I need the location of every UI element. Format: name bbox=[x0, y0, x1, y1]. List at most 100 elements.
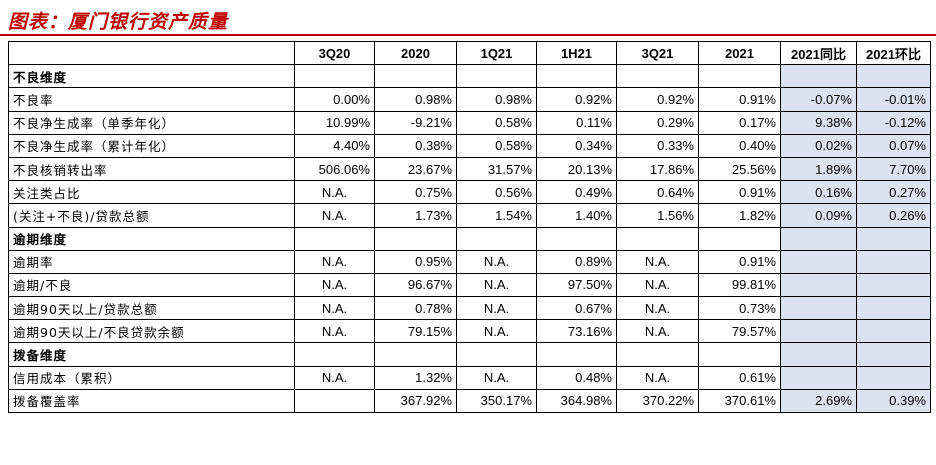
value-cell: 0.17% bbox=[698, 110, 781, 135]
value-cell: 370.61% bbox=[698, 388, 781, 414]
empty-cell bbox=[374, 64, 457, 89]
row-label: 不良净生成率（单季年化） bbox=[8, 110, 295, 135]
row-label: 逾期90天以上/贷款总额 bbox=[8, 296, 295, 321]
value-cell: 0.78% bbox=[374, 296, 457, 321]
section-row: 不良维度 bbox=[8, 64, 931, 89]
value-cell: N.A. bbox=[616, 365, 699, 390]
value-cell: N.A. bbox=[456, 249, 537, 274]
value-cell: -0.07% bbox=[780, 87, 857, 112]
table-row: 拨备覆盖率 367.92% 350.17% 364.98% 370.22% 370.61%… bbox=[8, 388, 931, 414]
value-cell: 25.56% bbox=[698, 156, 781, 182]
value-cell: -0.01% bbox=[856, 87, 931, 112]
value-cell: 1.89% bbox=[780, 156, 857, 182]
empty-cell bbox=[374, 342, 457, 367]
value-cell: 1.54% bbox=[456, 203, 537, 228]
value-cell: 0.92% bbox=[536, 87, 617, 112]
value-cell: 9.38% bbox=[780, 110, 857, 135]
column-header: 2021环比 bbox=[856, 40, 931, 66]
column-header: 3Q20 bbox=[294, 40, 375, 66]
row-label: 拨备覆盖率 bbox=[8, 388, 295, 414]
value-cell: 0.75% bbox=[374, 180, 457, 205]
value-cell: 1.40% bbox=[536, 203, 617, 228]
value-cell bbox=[780, 319, 857, 344]
empty-cell bbox=[780, 342, 857, 367]
value-cell: N.A. bbox=[294, 203, 375, 228]
value-cell: 0.95% bbox=[374, 249, 457, 274]
value-cell bbox=[856, 272, 931, 298]
empty-cell bbox=[456, 226, 537, 251]
value-cell: 364.98% bbox=[536, 388, 617, 414]
value-cell: 0.91% bbox=[698, 180, 781, 205]
row-label: 逾期/不良 bbox=[8, 272, 295, 298]
section-row: 逾期维度 bbox=[8, 226, 931, 251]
value-cell: 1.56% bbox=[616, 203, 699, 228]
empty-cell bbox=[536, 64, 617, 89]
value-cell: 4.40% bbox=[294, 133, 375, 158]
value-cell: 0.98% bbox=[374, 87, 457, 112]
value-cell: 0.48% bbox=[536, 365, 617, 390]
column-header: 1H21 bbox=[536, 40, 617, 66]
value-cell bbox=[780, 249, 857, 274]
row-label: 关注类占比 bbox=[8, 180, 295, 205]
value-cell: N.A. bbox=[294, 365, 375, 390]
title-divider bbox=[0, 34, 936, 36]
empty-cell bbox=[856, 226, 931, 251]
value-cell: 0.98% bbox=[456, 87, 537, 112]
value-cell: 0.11% bbox=[536, 110, 617, 135]
table-row: 关注类占比 N.A. 0.75% 0.56% 0.49% 0.64% 0.91% 0.16% 0… bbox=[8, 180, 931, 205]
value-cell bbox=[780, 365, 857, 390]
table-row: (关注+不良)/贷款总额 N.A. 1.73% 1.54% 1.40% 1.56% 1.82… bbox=[8, 203, 931, 228]
empty-cell bbox=[294, 64, 375, 89]
value-cell: 23.67% bbox=[374, 156, 457, 182]
value-cell: -0.12% bbox=[856, 110, 931, 135]
value-cell: 17.86% bbox=[616, 156, 699, 182]
page-title: 图表：厦门银行资产质量 bbox=[8, 11, 229, 33]
value-cell: 0.89% bbox=[536, 249, 617, 274]
value-cell: N.A. bbox=[456, 365, 537, 390]
empty-cell bbox=[616, 226, 699, 251]
empty-cell bbox=[780, 226, 857, 251]
value-cell: 1.73% bbox=[374, 203, 457, 228]
value-cell: N.A. bbox=[456, 272, 537, 298]
empty-cell bbox=[616, 342, 699, 367]
value-cell: N.A. bbox=[616, 319, 699, 344]
column-header: 1Q21 bbox=[456, 40, 537, 66]
value-cell: 0.09% bbox=[780, 203, 857, 228]
table-row: 逾期90天以上/贷款总额 N.A. 0.78% N.A. 0.67% N.A. 0.73% bbox=[8, 296, 931, 321]
table-row: 逾期90天以上/不良贷款余额 N.A. 79.15% N.A. 73.16% N.A. 79… bbox=[8, 319, 931, 344]
value-cell: N.A. bbox=[616, 272, 699, 298]
empty-cell bbox=[294, 342, 375, 367]
row-label: 不良率 bbox=[8, 87, 295, 112]
table-row: 不良核销转出率 506.06% 23.67% 31.57% 20.13% 17.86% 25… bbox=[8, 156, 931, 182]
value-cell bbox=[294, 388, 375, 414]
value-cell: 0.61% bbox=[698, 365, 781, 390]
value-cell: N.A. bbox=[616, 296, 699, 321]
table-row: 逾期/不良 N.A. 96.67% N.A. 97.50% N.A. 99.81% bbox=[8, 272, 931, 298]
empty-cell bbox=[456, 64, 537, 89]
value-cell: 79.15% bbox=[374, 319, 457, 344]
table-row: 不良净生成率（累计年化） 4.40% 0.38% 0.58% 0.34% 0.33% 0.4… bbox=[8, 133, 931, 158]
empty-cell bbox=[856, 64, 931, 89]
value-cell: 0.16% bbox=[780, 180, 857, 205]
title-bar: 图表：厦门银行资产质量 bbox=[0, 0, 936, 36]
value-cell: 0.07% bbox=[856, 133, 931, 158]
empty-cell bbox=[698, 226, 781, 251]
empty-cell bbox=[698, 342, 781, 367]
table-body: 不良维度 不良率 0.00% 0.98% 0.98% 0.92% 0.92% 0.91% -0.… bbox=[8, 64, 931, 414]
table-row: 不良净生成率（单季年化） 10.99% -9.21% 0.58% 0.11% 0.29% 0… bbox=[8, 110, 931, 135]
value-cell: 0.92% bbox=[616, 87, 699, 112]
asset-quality-table: 3Q20 2020 1Q21 1H21 3Q21 2021 2021同比 2021环比 不良维… bbox=[8, 40, 931, 414]
value-cell: 1.32% bbox=[374, 365, 457, 390]
value-cell bbox=[780, 296, 857, 321]
row-label: 信用成本（累积） bbox=[8, 365, 295, 390]
section-label: 不良维度 bbox=[8, 64, 295, 89]
header-label-cell bbox=[8, 40, 295, 66]
value-cell: 506.06% bbox=[294, 156, 375, 182]
empty-cell bbox=[698, 64, 781, 89]
value-cell: 7.70% bbox=[856, 156, 931, 182]
empty-cell bbox=[536, 226, 617, 251]
table-row: 信用成本（累积） N.A. 1.32% N.A. 0.48% N.A. 0.61% bbox=[8, 365, 931, 390]
value-cell: N.A. bbox=[456, 319, 537, 344]
value-cell: N.A. bbox=[456, 296, 537, 321]
value-cell: N.A. bbox=[294, 249, 375, 274]
